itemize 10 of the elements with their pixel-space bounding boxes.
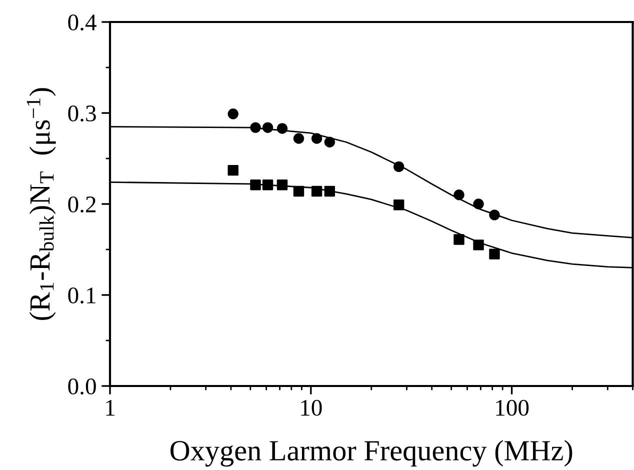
text: (R$_{1}$-R$_{bulk}$)N$_{T}$ (μs$^{−1}$) [26, 88, 56, 320]
y-tick-label: 0.1 [68, 287, 96, 304]
x-tick-label: 100 [496, 400, 529, 416]
y-tick-label: 0.2 [68, 196, 96, 213]
y-tick-label: 0.0 [68, 378, 96, 395]
x-axis-title: Oxygen Larmor Frequency (MHz) [170, 440, 572, 467]
y-tick-label: 0.3 [68, 105, 96, 122]
x-tick-label: 1 [106, 400, 114, 416]
y-tick-label: 0.4 [68, 14, 96, 31]
x-tick-label: 10 [301, 400, 322, 416]
